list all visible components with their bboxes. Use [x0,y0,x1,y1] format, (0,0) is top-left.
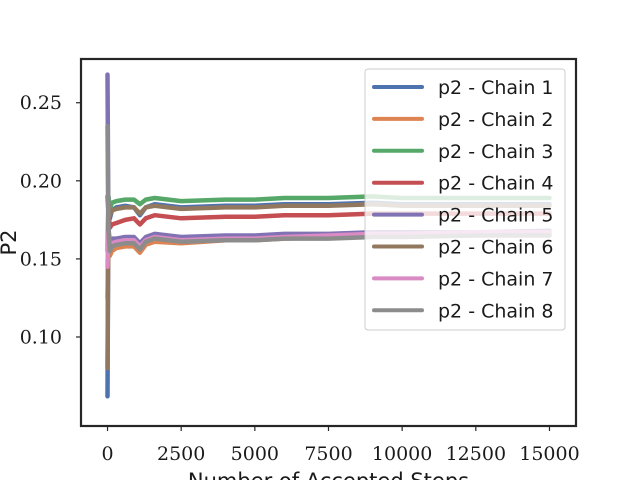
legend-label: p2 - Chain 7 [438,268,553,290]
legend-box [364,68,566,331]
x-tick-label: 7500 [304,443,352,465]
legend-label: p2 - Chain 2 [438,109,553,131]
x-axis: 0 2500 5000 7500 10000 12500 15000 [101,426,580,465]
x-tick-label: 0 [101,443,113,465]
y-tick-label: 0.10 [20,326,62,348]
x-tick-label: 10000 [372,443,432,465]
legend-label: p2 - Chain 6 [438,237,553,259]
legend-label: p2 - Chain 3 [438,141,553,163]
x-tick-label: 15000 [519,443,579,465]
x-tick-label: 12500 [446,443,506,465]
legend-label: p2 - Chain 8 [438,300,553,322]
x-axis-title: Number of Accepted Steps [188,469,469,480]
x-tick-label: 2500 [157,443,205,465]
y-tick-label: 0.15 [20,248,62,270]
legend: p2 - Chain 1 p2 - Chain 2 p2 - Chain 3 p2 -… [364,68,566,331]
y-axis-title: P2 [0,229,21,255]
y-axis: 0.10 0.15 0.20 0.25 [20,92,81,348]
legend-label: p2 - Chain 5 [438,205,553,227]
x-tick-label: 5000 [231,443,279,465]
y-tick-label: 0.20 [20,170,62,192]
legend-label: p2 - Chain 4 [438,173,553,195]
y-tick-label: 0.25 [20,92,62,114]
legend-label: p2 - Chain 1 [438,77,553,99]
